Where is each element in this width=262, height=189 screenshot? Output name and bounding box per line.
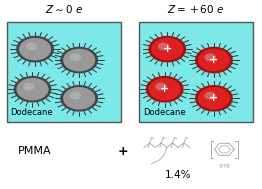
- Circle shape: [70, 92, 81, 100]
- Text: +: +: [163, 44, 172, 54]
- Circle shape: [60, 85, 98, 112]
- Text: TFPB: TFPB: [218, 163, 230, 169]
- Text: +: +: [209, 55, 219, 65]
- Text: Dodecane: Dodecane: [143, 108, 185, 117]
- Circle shape: [14, 76, 51, 102]
- Bar: [139, 22, 253, 122]
- Text: +: +: [118, 145, 129, 158]
- Text: $Z = +60\ $$e$: $Z = +60\ $$e$: [167, 3, 225, 15]
- Circle shape: [63, 49, 95, 71]
- Text: +: +: [160, 84, 169, 94]
- Text: Dodecane: Dodecane: [10, 108, 53, 117]
- Circle shape: [204, 53, 216, 61]
- Text: PMMA: PMMA: [18, 146, 52, 156]
- Circle shape: [16, 36, 54, 62]
- Text: +: +: [209, 93, 219, 103]
- Circle shape: [17, 78, 48, 101]
- Circle shape: [19, 38, 51, 60]
- Circle shape: [151, 38, 183, 60]
- Circle shape: [158, 43, 169, 50]
- Circle shape: [155, 83, 167, 91]
- Circle shape: [149, 78, 181, 101]
- Text: $Z\sim 0\ $$e$: $Z\sim 0\ $$e$: [45, 3, 83, 15]
- Circle shape: [195, 85, 233, 112]
- Circle shape: [198, 49, 230, 71]
- Circle shape: [70, 53, 81, 61]
- Circle shape: [23, 83, 34, 91]
- Circle shape: [26, 43, 37, 50]
- Circle shape: [60, 47, 98, 73]
- Circle shape: [195, 47, 233, 73]
- Circle shape: [148, 36, 186, 62]
- Circle shape: [204, 92, 216, 100]
- Circle shape: [146, 76, 184, 102]
- Circle shape: [198, 87, 230, 110]
- Text: 1.4%: 1.4%: [165, 170, 191, 180]
- Circle shape: [63, 87, 95, 110]
- Bar: [7, 22, 121, 122]
